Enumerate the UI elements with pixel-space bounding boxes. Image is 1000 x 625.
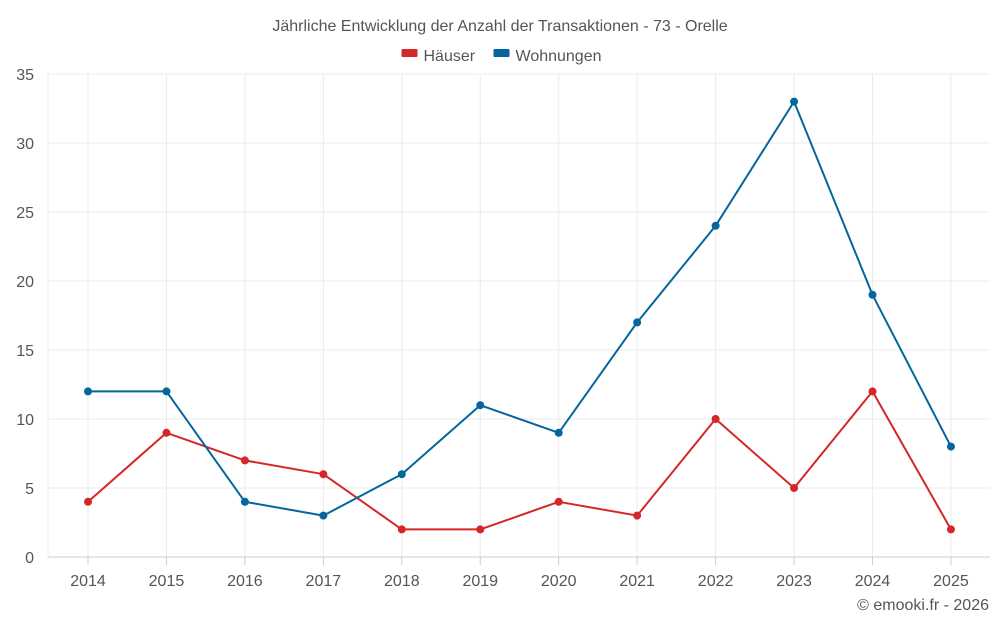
x-axis-tick-labels: 2014 2015 2016 2017 2018 2019 2020 2021 2022 2023… [70, 573, 969, 590]
data-point-wohnungen[interactable] [162, 387, 171, 396]
y-tick-label: 15 [16, 343, 34, 360]
y-tick-label: 0 [25, 550, 34, 567]
data-point-wohnungen[interactable] [711, 221, 720, 230]
data-point-wohnungen[interactable] [476, 401, 485, 410]
legend-item-hauser[interactable]: Häuser [401, 48, 476, 65]
credit-text: © emooki.fr - 2026 [857, 597, 989, 614]
legend: Häuser Wohnungen [401, 48, 602, 65]
data-point-hauser[interactable] [868, 387, 877, 396]
x-tick-label: 2018 [384, 573, 420, 590]
y-tick-label: 5 [25, 481, 34, 498]
legend-swatch-hauser [401, 49, 418, 57]
data-point-hauser[interactable] [633, 511, 642, 520]
y-tick-label: 35 [16, 67, 34, 84]
y-tick-label: 30 [16, 136, 34, 153]
data-point-hauser[interactable] [711, 415, 720, 423]
chart-title: Jährliche Entwicklung der Anzahl der Tra… [272, 18, 727, 35]
series-layer [84, 97, 955, 534]
y-tick-label: 25 [16, 205, 34, 222]
legend-swatch-wohnungen [493, 49, 510, 57]
data-point-hauser[interactable] [397, 525, 406, 534]
data-point-hauser[interactable] [240, 456, 249, 465]
x-tick-label: 2019 [462, 573, 498, 590]
data-point-hauser[interactable] [84, 497, 92, 506]
data-point-hauser[interactable] [554, 497, 563, 506]
data-point-wohnungen[interactable] [868, 290, 877, 299]
axes [47, 74, 990, 565]
data-point-hauser[interactable] [946, 525, 955, 534]
data-point-wohnungen[interactable] [946, 442, 955, 451]
y-tick-label: 10 [16, 412, 34, 429]
data-point-hauser[interactable] [162, 428, 171, 437]
y-tick-label: 20 [16, 274, 34, 291]
x-tick-label: 2025 [933, 573, 969, 590]
data-point-wohnungen[interactable] [84, 387, 92, 396]
data-point-wohnungen[interactable] [240, 497, 249, 506]
gridlines [48, 73, 990, 557]
x-tick-label: 2022 [698, 573, 734, 590]
data-point-wohnungen[interactable] [397, 470, 406, 479]
series-line-hauser [87, 390, 952, 531]
x-tick-label: 2015 [149, 573, 185, 590]
legend-item-wohnungen[interactable]: Wohnungen [493, 48, 602, 65]
data-point-hauser[interactable] [476, 525, 485, 534]
x-tick-label: 2023 [776, 573, 812, 590]
data-point-wohnungen[interactable] [790, 97, 799, 106]
x-tick-label: 2016 [227, 573, 263, 590]
legend-label-wohnungen: Wohnungen [516, 48, 602, 65]
data-point-hauser[interactable] [790, 484, 799, 492]
data-point-hauser[interactable] [319, 470, 328, 479]
data-point-wohnungen[interactable] [319, 511, 328, 520]
x-tick-label: 2014 [70, 573, 106, 590]
y-axis-tick-labels: 0 5 10 15 20 25 30 35 [16, 67, 34, 567]
x-tick-label: 2020 [541, 573, 577, 590]
x-tick-label: 2021 [619, 573, 655, 590]
data-point-wohnungen[interactable] [554, 428, 563, 437]
series-line-wohnungen [88, 100, 952, 517]
series-hauser [84, 387, 955, 534]
x-tick-label: 2017 [306, 573, 342, 590]
legend-label-hauser: Häuser [424, 48, 476, 65]
data-point-wohnungen[interactable] [633, 318, 642, 327]
series-wohnungen [84, 97, 955, 520]
x-tick-label: 2024 [855, 573, 891, 590]
